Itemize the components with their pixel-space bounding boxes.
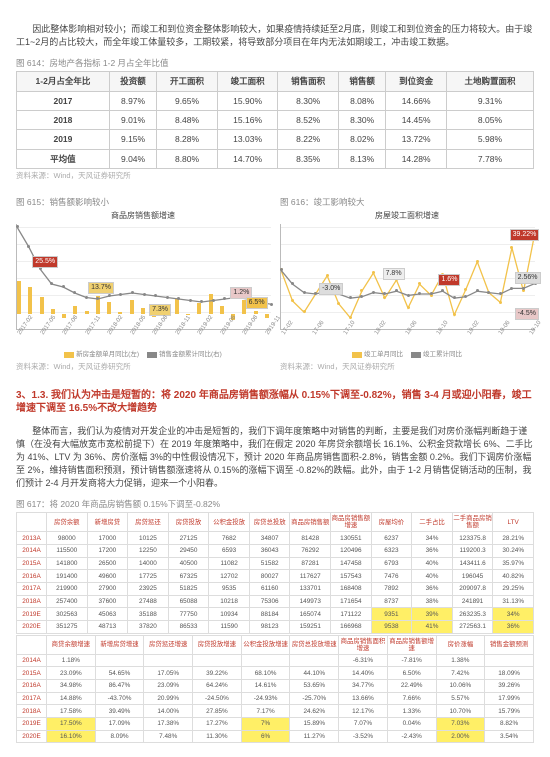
fig617-label: 图 617：将 2020 年商品房销售额 0.15%下调至-0.82% — [16, 498, 534, 510]
source-616: 资料来源：Wind，天风证券研究所 — [280, 362, 534, 373]
chart615-subtitle: 商品房销售额增速 — [16, 210, 270, 222]
table-614: 1-2月占全年比投资额开工面积竣工面积销售面积销售额到位资金土地购置面积 201… — [16, 71, 534, 169]
table-617: 房贷余额新增房贷房贷惩还房贷投放公积金投放房贷总投放商品房销售额商品房销售额增速… — [16, 512, 534, 743]
source-614: 资料来源：Wind，天风证券研究所 — [16, 171, 534, 182]
fig616-label: 图 616：竣工影响较大 — [280, 196, 534, 208]
fig614-label: 图 614：房地产各指标 1-2 月占全年比值 — [16, 57, 534, 69]
section-head: 3、1.3. 我们认为冲击是短暂的：将 2020 年商品房销售额涨幅从 0.15… — [16, 389, 534, 416]
fig615-label: 图 615：销售额影响较小 — [16, 196, 270, 208]
source-615: 资料来源：Wind，天风证券研究所 — [16, 362, 270, 373]
chart616-subtitle: 房屋竣工面积增速 — [280, 210, 534, 222]
body-p1: 整体而言，我们认为疫情对开发企业的冲击是短暂的，我们下调年度策略中对销售的判断，… — [16, 425, 534, 490]
chart-616: -3.0%7.8%1.6%39.22%2.56%-4.5% — [280, 224, 535, 330]
intro-paragraph: 因此整体影响相对较小；而竣工和到位资金整体影响较大，如果疫情持续延至2月底，则竣… — [16, 23, 534, 49]
